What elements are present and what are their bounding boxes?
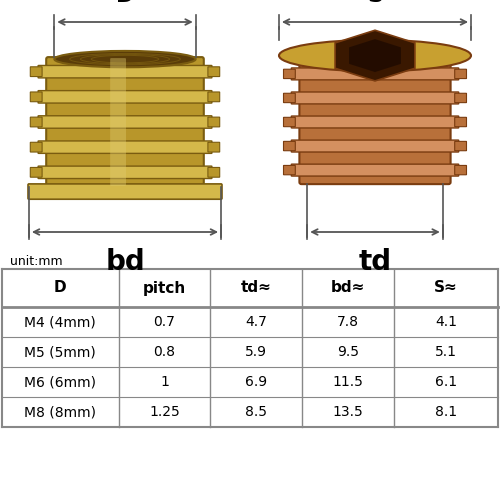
Text: pitch: pitch [143, 280, 186, 295]
FancyBboxPatch shape [284, 142, 296, 150]
Text: td≈: td≈ [241, 280, 272, 295]
Text: 8.1: 8.1 [435, 405, 457, 419]
FancyBboxPatch shape [284, 69, 296, 78]
Text: S: S [367, 0, 383, 6]
Text: 5.9: 5.9 [245, 345, 267, 359]
Text: D: D [54, 280, 66, 295]
Text: 0.7: 0.7 [154, 315, 176, 329]
Text: 6.1: 6.1 [435, 375, 457, 389]
FancyBboxPatch shape [454, 94, 466, 102]
Text: td: td [358, 248, 392, 276]
FancyBboxPatch shape [28, 184, 222, 199]
FancyBboxPatch shape [208, 168, 220, 177]
Text: S≈: S≈ [434, 280, 458, 295]
FancyBboxPatch shape [454, 142, 466, 150]
FancyBboxPatch shape [208, 117, 220, 127]
FancyBboxPatch shape [30, 92, 42, 102]
Text: 1.25: 1.25 [149, 405, 180, 419]
Text: 0.8: 0.8 [154, 345, 176, 359]
FancyBboxPatch shape [30, 168, 42, 177]
FancyBboxPatch shape [292, 116, 458, 128]
FancyBboxPatch shape [208, 142, 220, 152]
Text: 7.8: 7.8 [337, 315, 359, 329]
Text: M8 (8mm): M8 (8mm) [24, 405, 97, 419]
Text: 4.7: 4.7 [246, 315, 267, 329]
FancyBboxPatch shape [292, 140, 458, 152]
FancyBboxPatch shape [292, 68, 458, 80]
Text: 1: 1 [160, 375, 169, 389]
FancyBboxPatch shape [208, 92, 220, 102]
FancyBboxPatch shape [46, 57, 204, 187]
FancyBboxPatch shape [284, 166, 296, 175]
FancyBboxPatch shape [284, 118, 296, 126]
Ellipse shape [54, 51, 196, 68]
Text: 9.5: 9.5 [337, 345, 359, 359]
Polygon shape [335, 30, 415, 81]
Text: D: D [116, 0, 134, 6]
FancyBboxPatch shape [30, 142, 42, 152]
Text: 5.1: 5.1 [435, 345, 457, 359]
Text: M5 (5mm): M5 (5mm) [24, 345, 96, 359]
Text: 8.5: 8.5 [245, 405, 267, 419]
FancyBboxPatch shape [292, 164, 458, 176]
FancyBboxPatch shape [292, 92, 458, 104]
FancyBboxPatch shape [454, 118, 466, 126]
Text: 6.9: 6.9 [245, 375, 268, 389]
Text: bd≈: bd≈ [331, 280, 365, 295]
FancyBboxPatch shape [454, 69, 466, 78]
Text: 4.1: 4.1 [435, 315, 457, 329]
FancyBboxPatch shape [38, 90, 212, 103]
Text: 11.5: 11.5 [332, 375, 364, 389]
FancyBboxPatch shape [38, 141, 212, 154]
FancyBboxPatch shape [30, 117, 42, 127]
Polygon shape [349, 39, 401, 72]
FancyBboxPatch shape [38, 166, 212, 178]
FancyBboxPatch shape [110, 58, 126, 186]
FancyBboxPatch shape [454, 166, 466, 175]
Text: M4 (4mm): M4 (4mm) [24, 315, 96, 329]
Text: 13.5: 13.5 [332, 405, 364, 419]
Text: unit:mm: unit:mm [10, 255, 62, 268]
FancyBboxPatch shape [208, 67, 220, 76]
FancyBboxPatch shape [284, 94, 296, 102]
FancyBboxPatch shape [30, 67, 42, 76]
Text: M6 (6mm): M6 (6mm) [24, 375, 97, 389]
FancyBboxPatch shape [38, 66, 212, 78]
FancyBboxPatch shape [300, 60, 450, 184]
FancyBboxPatch shape [38, 116, 212, 128]
Ellipse shape [279, 40, 471, 72]
Text: bd: bd [105, 248, 145, 276]
